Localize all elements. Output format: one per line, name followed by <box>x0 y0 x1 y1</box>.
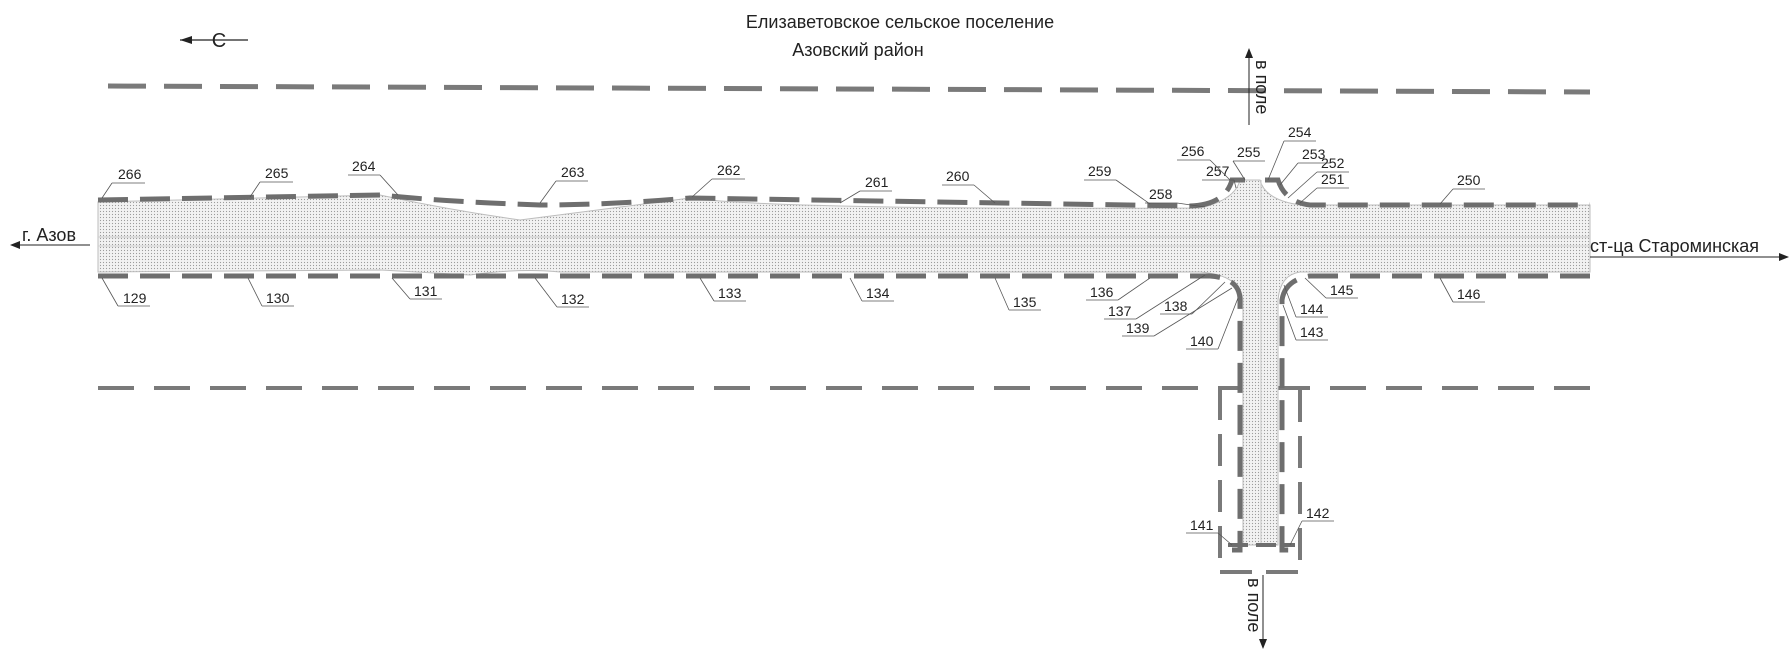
point-label: 251 <box>1321 171 1345 187</box>
title-line2: Азовский район <box>792 40 923 60</box>
direction-left: г. Азов <box>10 225 90 249</box>
main-road-area <box>97 179 1591 546</box>
point-label: 263 <box>561 164 585 180</box>
point-label: 130 <box>266 290 290 306</box>
point-label: 266 <box>118 166 142 182</box>
point-label: 257 <box>1206 163 1230 179</box>
point-label: 250 <box>1457 172 1481 188</box>
point-label: 131 <box>414 283 438 299</box>
boundary-bottom-right <box>1279 273 1590 553</box>
direction-right: ст-ца Староминская <box>1590 236 1789 261</box>
point-label: 255 <box>1237 144 1261 160</box>
point-label: 133 <box>718 285 742 301</box>
point-label: 261 <box>865 174 889 190</box>
direction-right-label: ст-ца Староминская <box>1590 236 1759 256</box>
boundary-bottom-left <box>98 273 1243 553</box>
boundary-top-left <box>97 177 1245 209</box>
point-label: 259 <box>1088 163 1112 179</box>
point-label: 265 <box>265 165 289 181</box>
direction-top: в поле <box>1245 48 1272 125</box>
point-label: 145 <box>1330 282 1354 298</box>
point-label: 254 <box>1288 124 1312 140</box>
point-label: 146 <box>1457 286 1481 302</box>
point-label: 262 <box>717 162 741 178</box>
point-label: 142 <box>1306 505 1330 521</box>
direction-top-label: в поле <box>1252 60 1272 114</box>
point-label: 134 <box>866 285 890 301</box>
title-line1: Елизаветовское сельское поселение <box>746 12 1054 32</box>
point-label: 138 <box>1164 298 1188 314</box>
point-label: 139 <box>1126 320 1150 336</box>
point-label: 143 <box>1300 324 1324 340</box>
point-label: 132 <box>561 291 585 307</box>
point-label: 253 <box>1302 146 1326 162</box>
point-label: 256 <box>1181 143 1205 159</box>
point-label: 141 <box>1190 517 1214 533</box>
branch-outer-boundary <box>1218 388 1302 574</box>
point-label: 140 <box>1190 333 1214 349</box>
boundary-top-right <box>1265 177 1590 208</box>
outer-boundary-top <box>107 83 1591 95</box>
point-label: 252 <box>1321 155 1345 171</box>
north-letter: С <box>212 30 226 52</box>
point-label: 260 <box>946 168 970 184</box>
point-label: 136 <box>1090 284 1114 300</box>
north-arrow-icon: С <box>180 30 248 52</box>
direction-bottom: в поле <box>1244 575 1267 649</box>
direction-bottom-label: в поле <box>1244 578 1264 632</box>
point-label: 264 <box>352 158 376 174</box>
point-label: 135 <box>1013 294 1037 310</box>
direction-left-label: г. Азов <box>22 225 76 245</box>
point-label: 144 <box>1300 301 1324 317</box>
point-label: 137 <box>1108 303 1132 319</box>
point-label: 258 <box>1149 186 1173 202</box>
point-label: 129 <box>123 290 147 306</box>
